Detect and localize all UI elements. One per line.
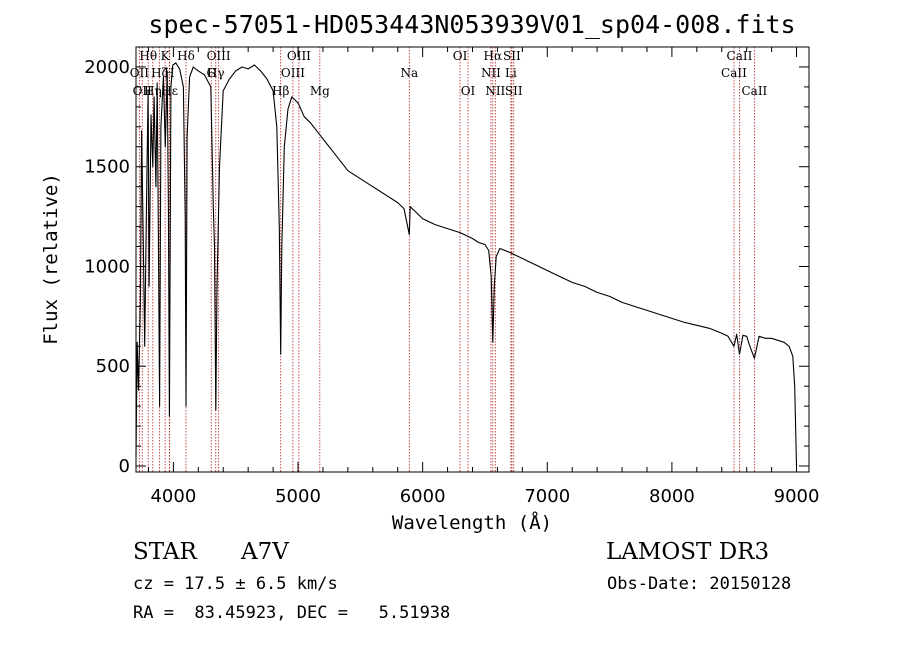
line-marker-label: H bbox=[164, 66, 174, 80]
line-marker-label: Hζ bbox=[151, 66, 168, 80]
spectrum-line bbox=[135, 62, 798, 467]
line-marker-label: OIII bbox=[281, 66, 305, 80]
x-axis: 4000 5000 6000 7000 8000 9000 bbox=[147, 47, 820, 507]
line-marker-label: Hγ bbox=[207, 66, 225, 80]
x-tick-label: 4000 bbox=[150, 486, 196, 507]
line-marker-label: OI bbox=[461, 84, 476, 98]
x-tick-label: 5000 bbox=[275, 486, 321, 507]
line-marker-label: Hθ bbox=[139, 49, 157, 63]
line-marker-label: OI bbox=[453, 49, 468, 63]
line-marker-label: NII bbox=[485, 84, 505, 98]
object-class: STAR bbox=[133, 539, 197, 565]
x-tick-label: 9000 bbox=[774, 486, 820, 507]
line-marker-label: NII bbox=[481, 66, 501, 80]
line-marker-label: CaII bbox=[721, 66, 747, 80]
redshift-velocity: cz = 17.5 ± 6.5 km/s bbox=[133, 574, 338, 594]
line-marker-label: Na bbox=[400, 66, 418, 80]
observation-date: Obs-Date: 20150128 bbox=[607, 574, 792, 594]
y-axis: 0 500 1000 1500 2000 bbox=[84, 57, 809, 477]
line-marker-label: Mg bbox=[310, 84, 330, 98]
line-marker-label: Hα bbox=[484, 49, 503, 63]
line-marker-label: OII bbox=[133, 84, 153, 98]
sky-coordinates: RA = 83.45923, DEC = 5.51938 bbox=[133, 603, 451, 623]
line-marker-label: Hη bbox=[144, 84, 162, 98]
line-marker-label: CaII bbox=[741, 84, 767, 98]
chart-title: spec-57051-HD053443N053939V01_sp04-008.f… bbox=[148, 10, 795, 39]
line-marker-label: OII bbox=[130, 66, 150, 80]
y-axis-label: Flux (relative) bbox=[40, 173, 62, 345]
line-marker-label: OIII bbox=[287, 49, 311, 63]
line-markers bbox=[138, 47, 755, 472]
y-tick-label: 2000 bbox=[84, 57, 130, 78]
object-subclass: A7V bbox=[241, 539, 289, 565]
x-tick-label: 7000 bbox=[524, 486, 570, 507]
line-marker-labels: OII OII Hθ Hη Hζ KH Hε Hδ GHγ OIII Hβ OIII OIII Mg Na O… bbox=[130, 49, 768, 98]
x-tick-label: 6000 bbox=[400, 486, 446, 507]
x-axis-label: Wavelength (Å) bbox=[392, 511, 552, 534]
line-marker-label: CaII bbox=[727, 49, 753, 63]
line-marker-label: Hδ bbox=[177, 49, 195, 63]
line-marker-label: SII bbox=[503, 49, 521, 63]
line-marker-label: SII bbox=[505, 84, 523, 98]
survey-name: LAMOST DR3 bbox=[606, 539, 770, 565]
y-tick-label: 1500 bbox=[84, 157, 130, 178]
y-tick-label: 500 bbox=[96, 356, 130, 377]
y-tick-label: 0 bbox=[119, 456, 130, 477]
line-marker-label: Li bbox=[505, 66, 517, 80]
line-marker-label: G bbox=[206, 66, 216, 80]
y-tick-label: 1000 bbox=[84, 256, 130, 277]
plot-frame bbox=[135, 46, 810, 473]
spectrum-chart: spec-57051-HD053443N053939V01_sp04-008.f… bbox=[40, 10, 820, 534]
line-marker-label: K bbox=[161, 49, 171, 63]
line-marker-label: Hβ bbox=[272, 84, 289, 98]
line-marker-label: Hε bbox=[161, 84, 178, 98]
line-marker-label: OIII bbox=[207, 49, 231, 63]
x-tick-label: 8000 bbox=[649, 486, 695, 507]
